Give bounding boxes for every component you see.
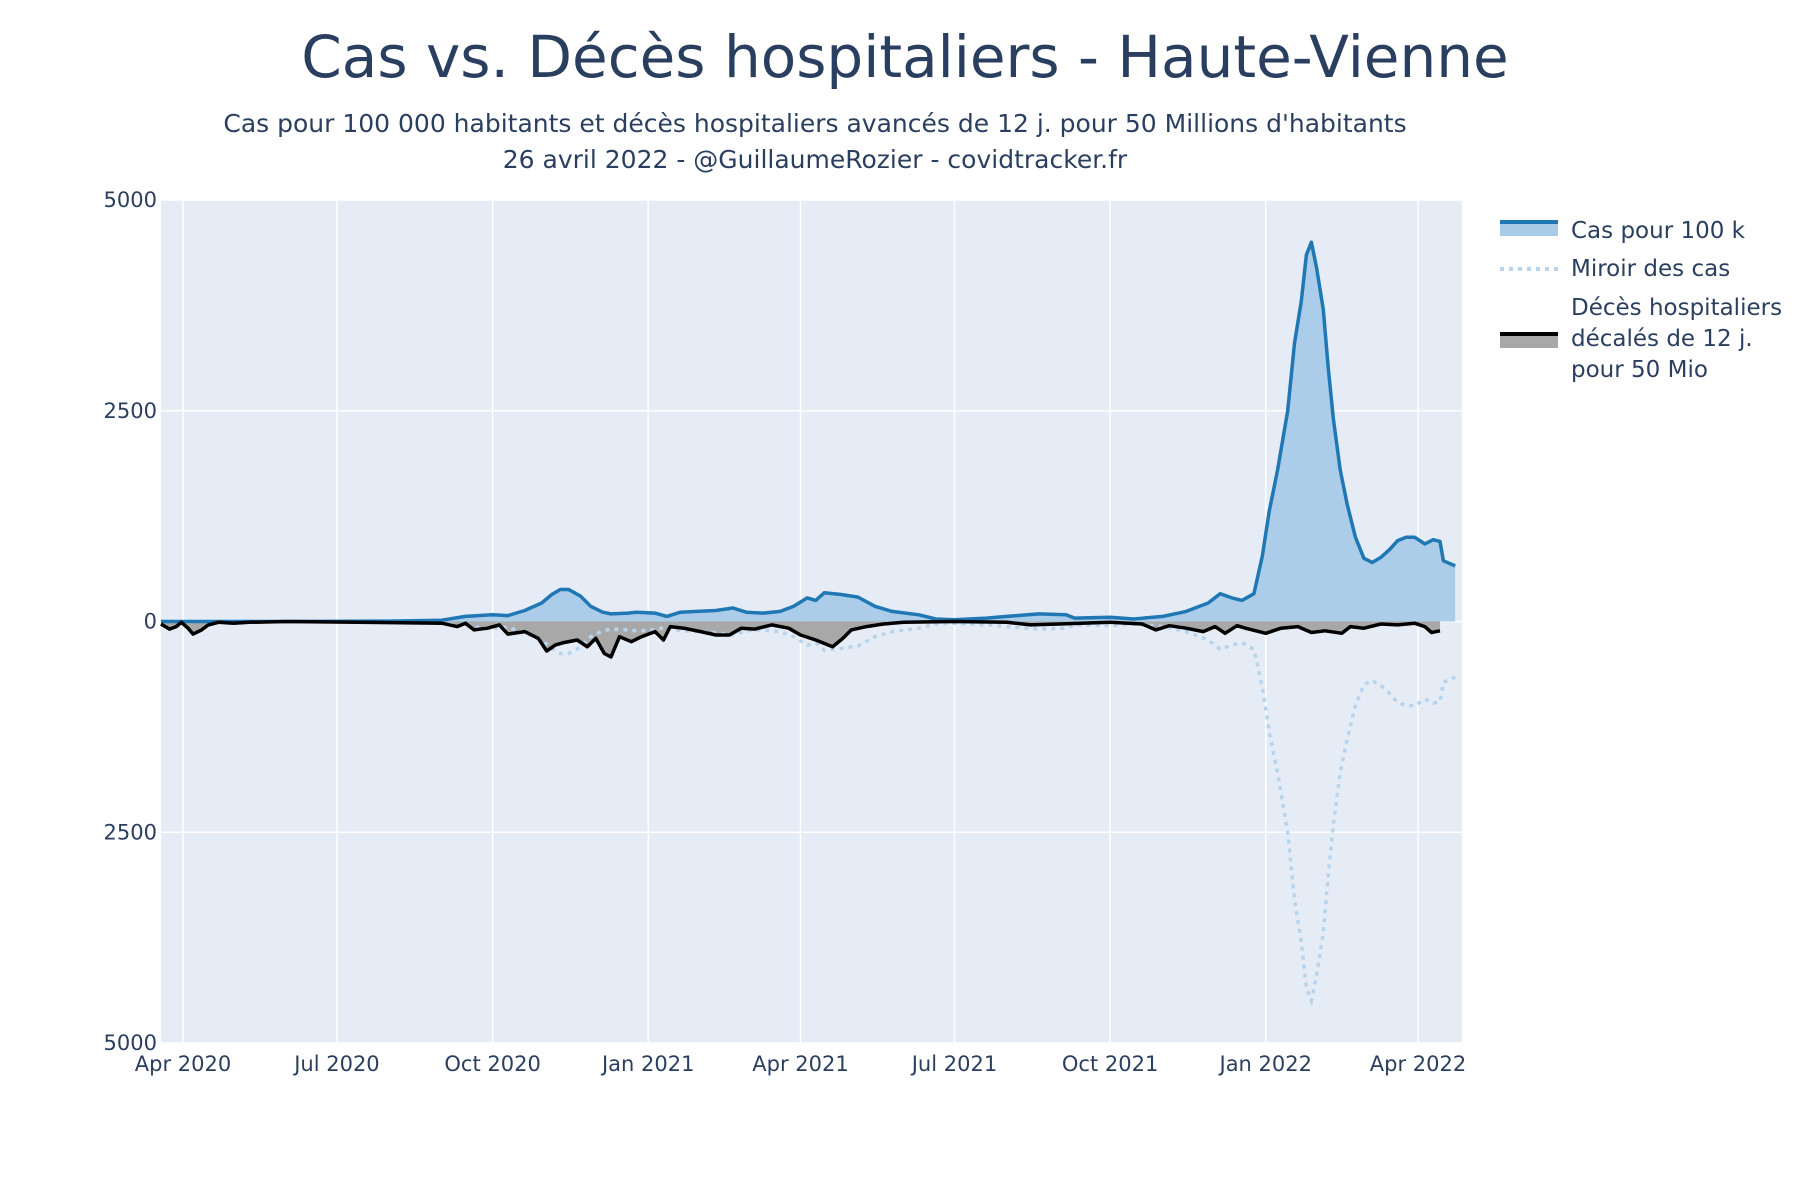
x-tick-label: Oct 2020 — [444, 1052, 540, 1076]
cases-area — [161, 242, 1456, 622]
mirror-line — [161, 619, 1456, 1007]
legend-item-cases[interactable]: Cas pour 100 k — [1500, 218, 1746, 244]
x-tick-label: Apr 2022 — [1370, 1052, 1466, 1076]
y-tick-label: 5000 — [104, 188, 157, 212]
legend-item-deaths[interactable]: Décès hospitaliers décalés de 12 j. pour… — [1500, 295, 1782, 383]
cases-line — [161, 240, 1456, 624]
legend-label-mirror: Miroir des cas — [1571, 256, 1730, 282]
legend-swatch-deaths-fill — [1500, 334, 1558, 348]
x-axis: Apr 2020 Jul 2020 Oct 2020 Jan 2021 Apr 2021… — [135, 1052, 1466, 1076]
legend-label-deaths-line-2: décalés de 12 j. — [1571, 326, 1753, 352]
x-tick-label: Jul 2021 — [910, 1052, 997, 1076]
deaths-area — [161, 621, 1440, 657]
y-tick-label: 2500 — [104, 820, 157, 844]
x-tick-label: Apr 2021 — [752, 1052, 848, 1076]
y-tick-label: 5000 — [104, 1031, 157, 1055]
legend: Cas pour 100 k Miroir des cas Décès hosp… — [1500, 218, 1782, 383]
legend-item-mirror[interactable]: Miroir des cas — [1500, 256, 1730, 282]
y-tick-label: 0 — [144, 610, 157, 634]
x-tick-label: Jan 2022 — [1218, 1052, 1313, 1076]
deaths-line — [160, 619, 1441, 659]
series-layer — [160, 240, 1456, 1007]
legend-label-deaths-line-3: pour 50 Mio — [1571, 357, 1708, 383]
legend-label-deaths-line-1: Décès hospitaliers — [1571, 295, 1782, 321]
x-tick-label: Oct 2021 — [1062, 1052, 1158, 1076]
y-axis: 5000 2500 0 2500 5000 — [104, 188, 157, 1055]
chart-subtitle-line-1: Cas pour 100 000 habitants et décès hosp… — [223, 109, 1406, 138]
chart-title: Cas vs. Décès hospitaliers - Haute-Vienn… — [301, 23, 1508, 91]
legend-swatch-cases-fill — [1500, 222, 1558, 236]
chart-subtitle-line-2: 26 avril 2022 - @GuillaumeRozier - covid… — [503, 145, 1128, 174]
x-tick-label: Jan 2021 — [600, 1052, 695, 1076]
legend-label-cases: Cas pour 100 k — [1571, 218, 1746, 244]
x-tick-label: Apr 2020 — [135, 1052, 231, 1076]
x-tick-label: Jul 2020 — [292, 1052, 379, 1076]
y-tick-label: 2500 — [104, 399, 157, 423]
